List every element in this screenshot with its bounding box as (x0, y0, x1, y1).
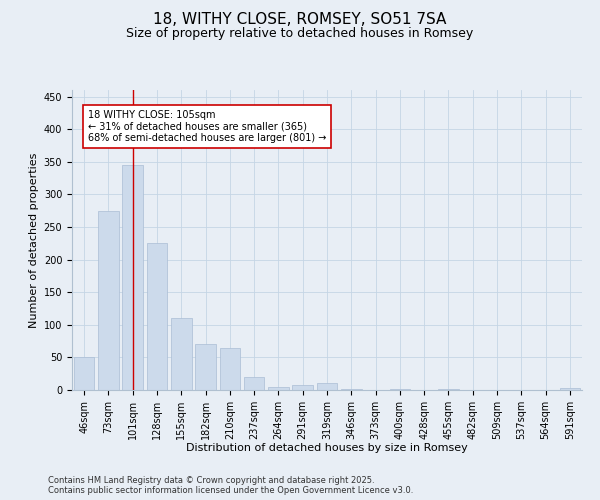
Text: Contains HM Land Registry data © Crown copyright and database right 2025.
Contai: Contains HM Land Registry data © Crown c… (48, 476, 413, 495)
Bar (560, 388, 580, 390)
Text: Size of property relative to detached houses in Romsey: Size of property relative to detached ho… (127, 28, 473, 40)
Bar (122, 165, 143, 390)
Bar (292, 386, 313, 390)
Bar (74, 358, 94, 390)
Bar (98, 210, 119, 390)
Bar (244, 377, 265, 390)
Bar (389, 388, 410, 390)
Text: 18 WITHY CLOSE: 105sqm
← 31% of detached houses are smaller (365)
68% of semi-de: 18 WITHY CLOSE: 105sqm ← 31% of detached… (88, 110, 326, 143)
Bar (171, 318, 191, 390)
Bar (195, 344, 216, 390)
Bar (146, 244, 167, 390)
Bar (220, 348, 240, 390)
Bar (268, 386, 289, 390)
Text: 18, WITHY CLOSE, ROMSEY, SO51 7SA: 18, WITHY CLOSE, ROMSEY, SO51 7SA (154, 12, 446, 28)
Y-axis label: Number of detached properties: Number of detached properties (29, 152, 40, 328)
X-axis label: Distribution of detached houses by size in Romsey: Distribution of detached houses by size … (186, 444, 468, 454)
Bar (317, 384, 337, 390)
